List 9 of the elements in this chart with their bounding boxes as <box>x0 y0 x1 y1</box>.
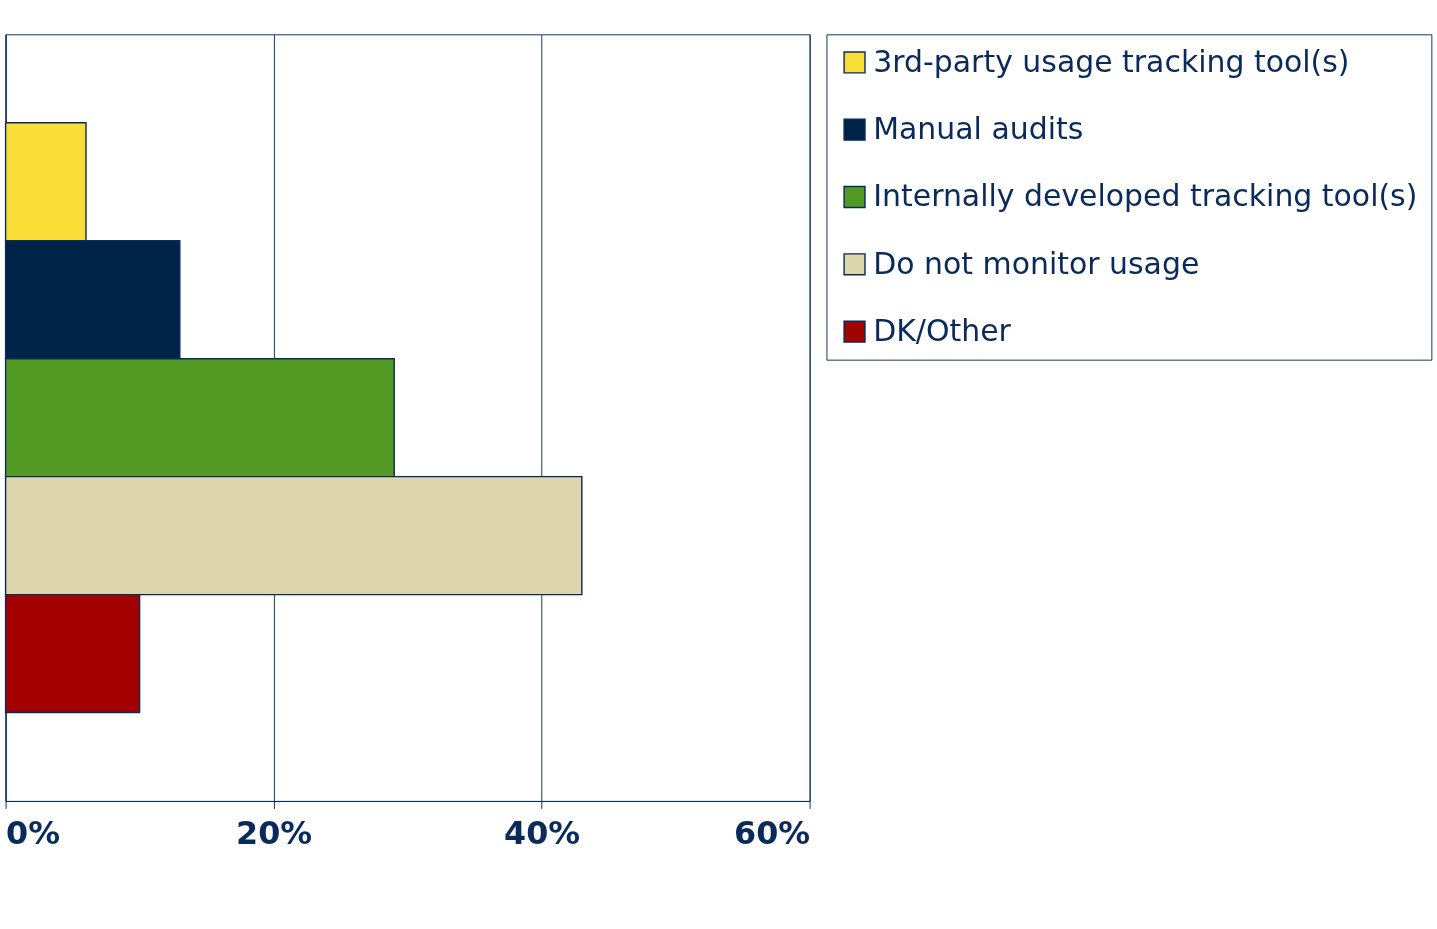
legend-label: 3rd-party usage tracking tool(s) <box>873 43 1350 79</box>
x-tick-label: 20% <box>236 814 313 851</box>
legend-label: Internally developed tracking tool(s) <box>873 178 1418 214</box>
x-tick-label: 40% <box>504 814 581 851</box>
legend-label: DK/Other <box>873 312 1012 348</box>
x-tick-label: 60% <box>734 814 811 851</box>
x-tick-label: 0% <box>6 814 61 851</box>
legend-label: Manual audits <box>873 111 1084 147</box>
legend-label: Do not monitor usage <box>873 245 1200 281</box>
